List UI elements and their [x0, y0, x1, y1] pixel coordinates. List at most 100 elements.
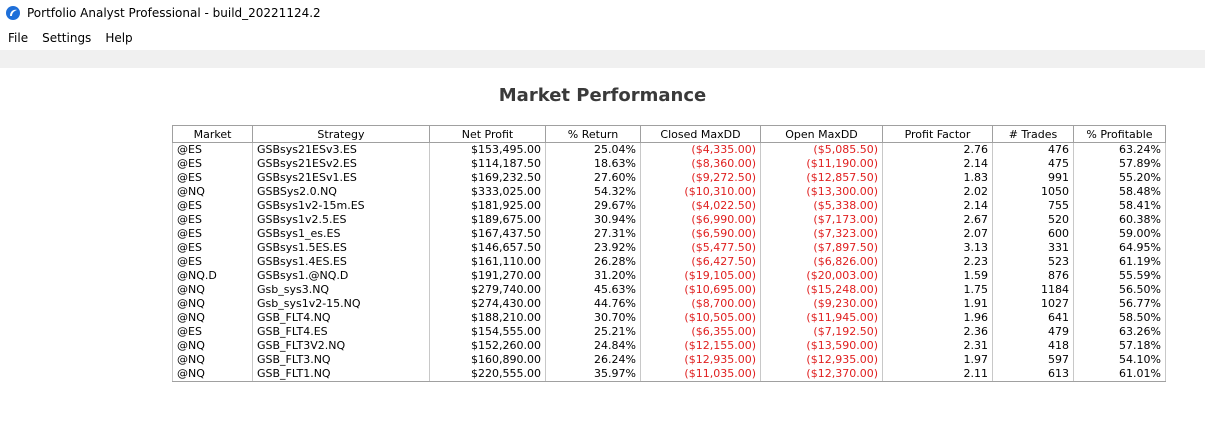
cell-open-maxdd: ($15,248.00): [760, 283, 883, 297]
cell-closed-maxdd: ($19,105.00): [640, 269, 761, 283]
cell-trades: 1050: [992, 185, 1074, 199]
cell-market: @ES: [172, 142, 253, 157]
column-header-market[interactable]: Market: [172, 125, 253, 143]
cell-open-maxdd: ($7,173.00): [760, 213, 883, 227]
cell-return: 30.94%: [545, 213, 641, 227]
table-row[interactable]: @NQ GSB_FLT1.NQ $220,555.00 35.97% ($11,035.…: [172, 367, 1166, 382]
cell-trades: 520: [992, 213, 1074, 227]
report-title: Market Performance: [498, 85, 707, 106]
cell-return: 30.70%: [545, 311, 641, 325]
cell-strategy: GSBsys1v2-15m.ES: [252, 199, 430, 213]
cell-net-profit: $167,437.50: [429, 227, 546, 241]
performance-table: Market Strategy Net Profit% Return Closed M…: [172, 125, 1166, 382]
cell-return: 29.67%: [545, 199, 641, 213]
cell-profitable: 64.95%: [1073, 241, 1166, 255]
cell-closed-maxdd: ($8,360.00): [640, 157, 761, 171]
cell-market: @NQ: [172, 297, 253, 311]
cell-strategy: GSBsys21ESv2.ES: [252, 157, 430, 171]
table-row[interactable]: @NQ.D GSBsys1.@NQ.D $191,270.00 31.20% ($19,…: [172, 269, 1166, 283]
column-header-return[interactable]: % Return: [545, 125, 641, 143]
cell-profit-factor: 2.02: [882, 185, 993, 199]
cell-return: 25.21%: [545, 325, 641, 339]
menu-help[interactable]: Help: [105, 31, 133, 45]
cell-trades: 475: [992, 157, 1074, 171]
cell-strategy: GSB_FLT4.ES: [252, 325, 430, 339]
table-row[interactable]: @NQ GSB_FLT3V2.NQ $152,260.00 24.84% ($12,15…: [172, 339, 1166, 353]
table-row[interactable]: @ES GSB_FLT4.ES $154,555.00 25.21% ($6,355.0…: [172, 325, 1166, 339]
cell-trades: 641: [992, 311, 1074, 325]
table-row[interactable]: @NQ GSBSys2.0.NQ $333,025.00 54.32% ($10,310…: [172, 185, 1166, 199]
column-header-open-maxdd[interactable]: Open MaxDD: [760, 125, 883, 143]
column-header-closed-maxdd[interactable]: Closed MaxDD: [640, 125, 761, 143]
cell-net-profit: $152,260.00: [429, 339, 546, 353]
cell-net-profit: $189,675.00: [429, 213, 546, 227]
table-row[interactable]: @ES GSBsys1.5ES.ES $146,657.50 23.92% ($5,47…: [172, 241, 1166, 255]
table-row[interactable]: @ES GSBsys1v2.5.ES $189,675.00 30.94% ($6,99…: [172, 213, 1166, 227]
column-header-profit-factor[interactable]: Profit Factor: [882, 125, 993, 143]
cell-net-profit: $188,210.00: [429, 311, 546, 325]
cell-trades: 991: [992, 171, 1074, 185]
cell-strategy: GSBsys1_es.ES: [252, 227, 430, 241]
cell-market: @ES: [172, 213, 253, 227]
menu-bar: File Settings Help: [0, 26, 1205, 50]
cell-profitable: 61.19%: [1073, 255, 1166, 269]
cell-open-maxdd: ($12,935.00): [760, 353, 883, 367]
cell-profitable: 60.38%: [1073, 213, 1166, 227]
column-header-strategy[interactable]: Strategy: [252, 125, 430, 143]
cell-market: @NQ: [172, 353, 253, 367]
table-row[interactable]: @ES GSBsys1_es.ES $167,437.50 27.31% ($6,590…: [172, 227, 1166, 241]
cell-open-maxdd: ($12,370.00): [760, 367, 883, 382]
cell-strategy: GSB_FLT3V2.NQ: [252, 339, 430, 353]
cell-open-maxdd: ($20,003.00): [760, 269, 883, 283]
table-row[interactable]: @NQ Gsb_sys3.NQ $279,740.00 45.63% ($10,695.…: [172, 283, 1166, 297]
cell-net-profit: $181,925.00: [429, 199, 546, 213]
cell-return: 45.63%: [545, 283, 641, 297]
table-row[interactable]: @NQ GSB_FLT3.NQ $160,890.00 26.24% ($12,935.…: [172, 353, 1166, 367]
cell-profitable: 57.89%: [1073, 157, 1166, 171]
table-row[interactable]: @ES GSBsys21ESv2.ES $114,187.50 18.63% ($8,3…: [172, 157, 1166, 171]
table-row[interactable]: @ES GSBsys1v2-15m.ES $181,925.00 29.67% ($4,…: [172, 199, 1166, 213]
cell-return: 26.28%: [545, 255, 641, 269]
cell-open-maxdd: ($11,945.00): [760, 311, 883, 325]
cell-profit-factor: 2.67: [882, 213, 993, 227]
table-row[interactable]: @NQ GSB_FLT4.NQ $188,210.00 30.70% ($10,505.…: [172, 311, 1166, 325]
cell-trades: 331: [992, 241, 1074, 255]
cell-return: 27.60%: [545, 171, 641, 185]
cell-trades: 479: [992, 325, 1074, 339]
cell-profit-factor: 3.13: [882, 241, 993, 255]
table-header-row: Market Strategy Net Profit% Return Closed M…: [172, 125, 1166, 143]
app-logo-icon: [6, 6, 20, 20]
cell-closed-maxdd: ($12,935.00): [640, 353, 761, 367]
cell-net-profit: $274,430.00: [429, 297, 546, 311]
title-bar: Portfolio Analyst Professional - build_2…: [0, 0, 1205, 26]
menu-file[interactable]: File: [8, 31, 29, 45]
table-row[interactable]: @ES GSBsys21ESv3.ES $153,495.00 25.04% ($4,3…: [172, 142, 1166, 157]
menu-settings[interactable]: Settings: [42, 31, 92, 45]
cell-strategy: GSB_FLT1.NQ: [252, 367, 430, 382]
table-row[interactable]: @ES GSBsys21ESv1.ES $169,232.50 27.60% ($9,2…: [172, 171, 1166, 185]
cell-profitable: 58.50%: [1073, 311, 1166, 325]
cell-profitable: 55.20%: [1073, 171, 1166, 185]
cell-strategy: GSBSys2.0.NQ: [252, 185, 430, 199]
table-row[interactable]: @NQ Gsb_sys1v2-15.NQ $274,430.00 44.76% ($8,…: [172, 297, 1166, 311]
cell-profitable: 55.59%: [1073, 269, 1166, 283]
cell-profitable: 57.18%: [1073, 339, 1166, 353]
column-header-profitable[interactable]: % Profitable: [1073, 125, 1166, 143]
cell-open-maxdd: ($9,230.00): [760, 297, 883, 311]
cell-closed-maxdd: ($8,700.00): [640, 297, 761, 311]
cell-net-profit: $169,232.50: [429, 171, 546, 185]
cell-market: @ES: [172, 171, 253, 185]
cell-open-maxdd: ($7,323.00): [760, 227, 883, 241]
cell-strategy: Gsb_sys1v2-15.NQ: [252, 297, 430, 311]
column-header-trades[interactable]: # Trades: [992, 125, 1074, 143]
column-header-net-profit[interactable]: Net Profit: [429, 125, 546, 143]
cell-open-maxdd: ($13,300.00): [760, 185, 883, 199]
cell-closed-maxdd: ($5,477.50): [640, 241, 761, 255]
table-row[interactable]: @ES GSBsys1.4ES.ES $161,110.00 26.28% ($6,42…: [172, 255, 1166, 269]
cell-closed-maxdd: ($6,427.50): [640, 255, 761, 269]
cell-open-maxdd: ($7,897.50): [760, 241, 883, 255]
cell-return: 35.97%: [545, 367, 641, 382]
cell-net-profit: $220,555.00: [429, 367, 546, 382]
cell-profit-factor: 1.59: [882, 269, 993, 283]
cell-closed-maxdd: ($12,155.00): [640, 339, 761, 353]
